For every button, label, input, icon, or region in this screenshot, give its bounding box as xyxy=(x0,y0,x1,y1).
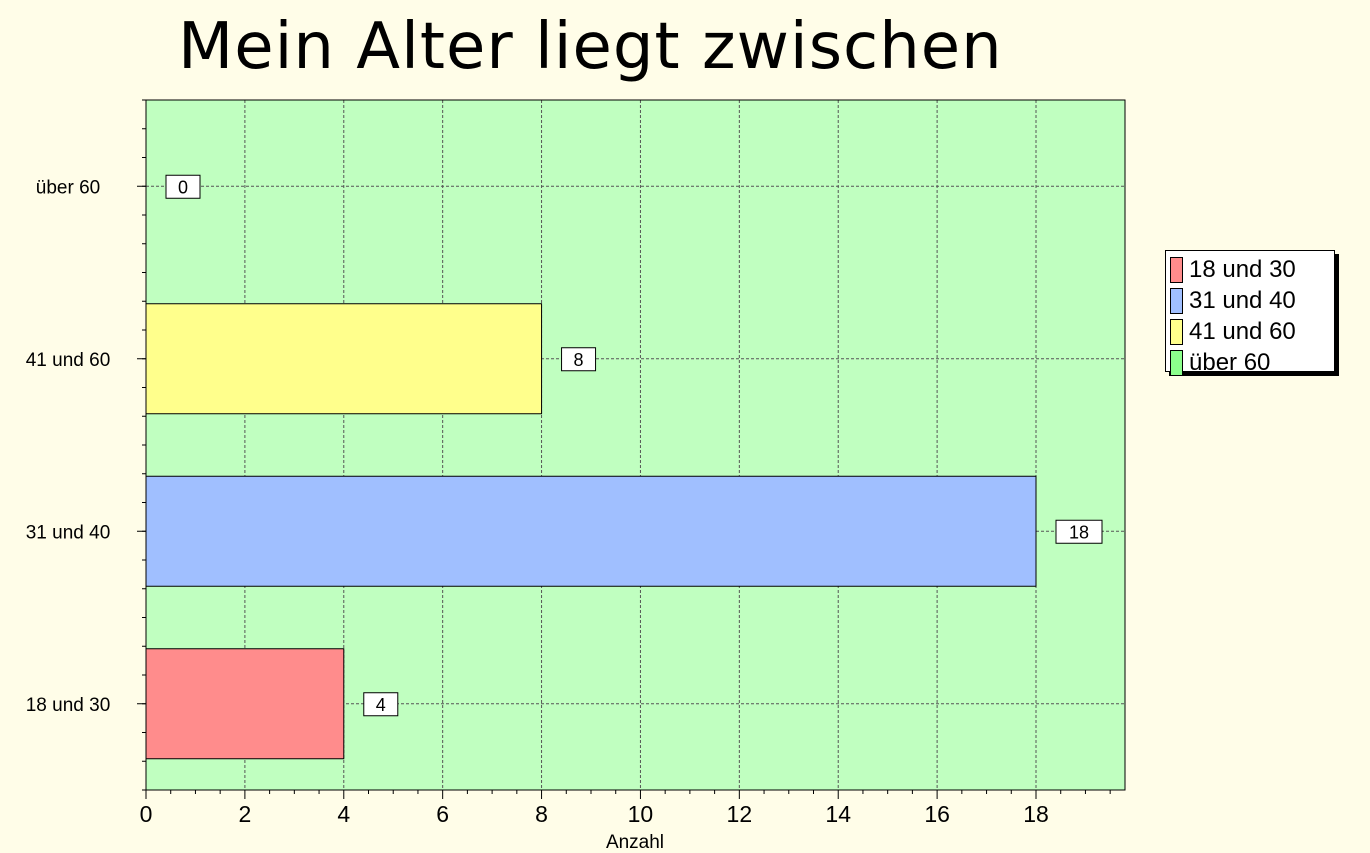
x-tick-label: 4 xyxy=(337,801,350,827)
legend-swatch xyxy=(1170,287,1183,314)
legend-item: 18 und 30 xyxy=(1170,254,1334,285)
category-label: 41 und 60 xyxy=(26,350,111,371)
legend-label: 41 und 60 xyxy=(1189,317,1296,345)
x-tick-label: 8 xyxy=(535,801,548,827)
x-tick-label: 2 xyxy=(238,801,251,827)
x-tick-label: 6 xyxy=(436,801,449,827)
x-tick-label: 16 xyxy=(924,801,950,827)
legend-item: 41 und 60 xyxy=(1170,316,1334,347)
legend-swatch xyxy=(1170,318,1183,345)
bar-3 xyxy=(145,303,543,415)
legend-swatch xyxy=(1170,256,1183,283)
legend-label: 18 und 30 xyxy=(1189,255,1296,283)
legend-swatch xyxy=(1170,349,1183,376)
legend: 18 und 30 31 und 40 41 und 60 über 60 xyxy=(1165,250,1335,376)
category-label: über 60 xyxy=(36,177,100,198)
category-label: 18 und 30 xyxy=(26,695,111,716)
data-label: 4 xyxy=(376,695,386,715)
data-label-box xyxy=(165,174,201,199)
x-tick-label: 14 xyxy=(825,801,851,827)
data-label: 18 xyxy=(1069,522,1089,542)
chart-title: Mein Alter liegt zwischen xyxy=(178,10,1003,84)
legend-label: über 60 xyxy=(1189,348,1271,376)
data-label-box xyxy=(363,692,399,717)
legend-item: über 60 xyxy=(1170,347,1334,378)
data-label: 8 xyxy=(574,350,584,370)
x-tick-label: 18 xyxy=(1023,801,1049,827)
legend-label: 31 und 40 xyxy=(1189,286,1296,314)
legend-item: 31 und 40 xyxy=(1170,285,1334,316)
data-label-box xyxy=(1055,519,1103,544)
category-label: 31 und 40 xyxy=(26,522,111,543)
data-label-box xyxy=(561,347,597,372)
x-axis-label: Anzahl xyxy=(606,832,664,853)
data-label: 0 xyxy=(178,177,188,197)
x-tick-label: 10 xyxy=(628,801,654,827)
x-tick-label: 12 xyxy=(727,801,753,827)
bar-2 xyxy=(145,475,1037,587)
bar-1 xyxy=(145,648,345,760)
x-tick-label: 0 xyxy=(140,801,153,827)
